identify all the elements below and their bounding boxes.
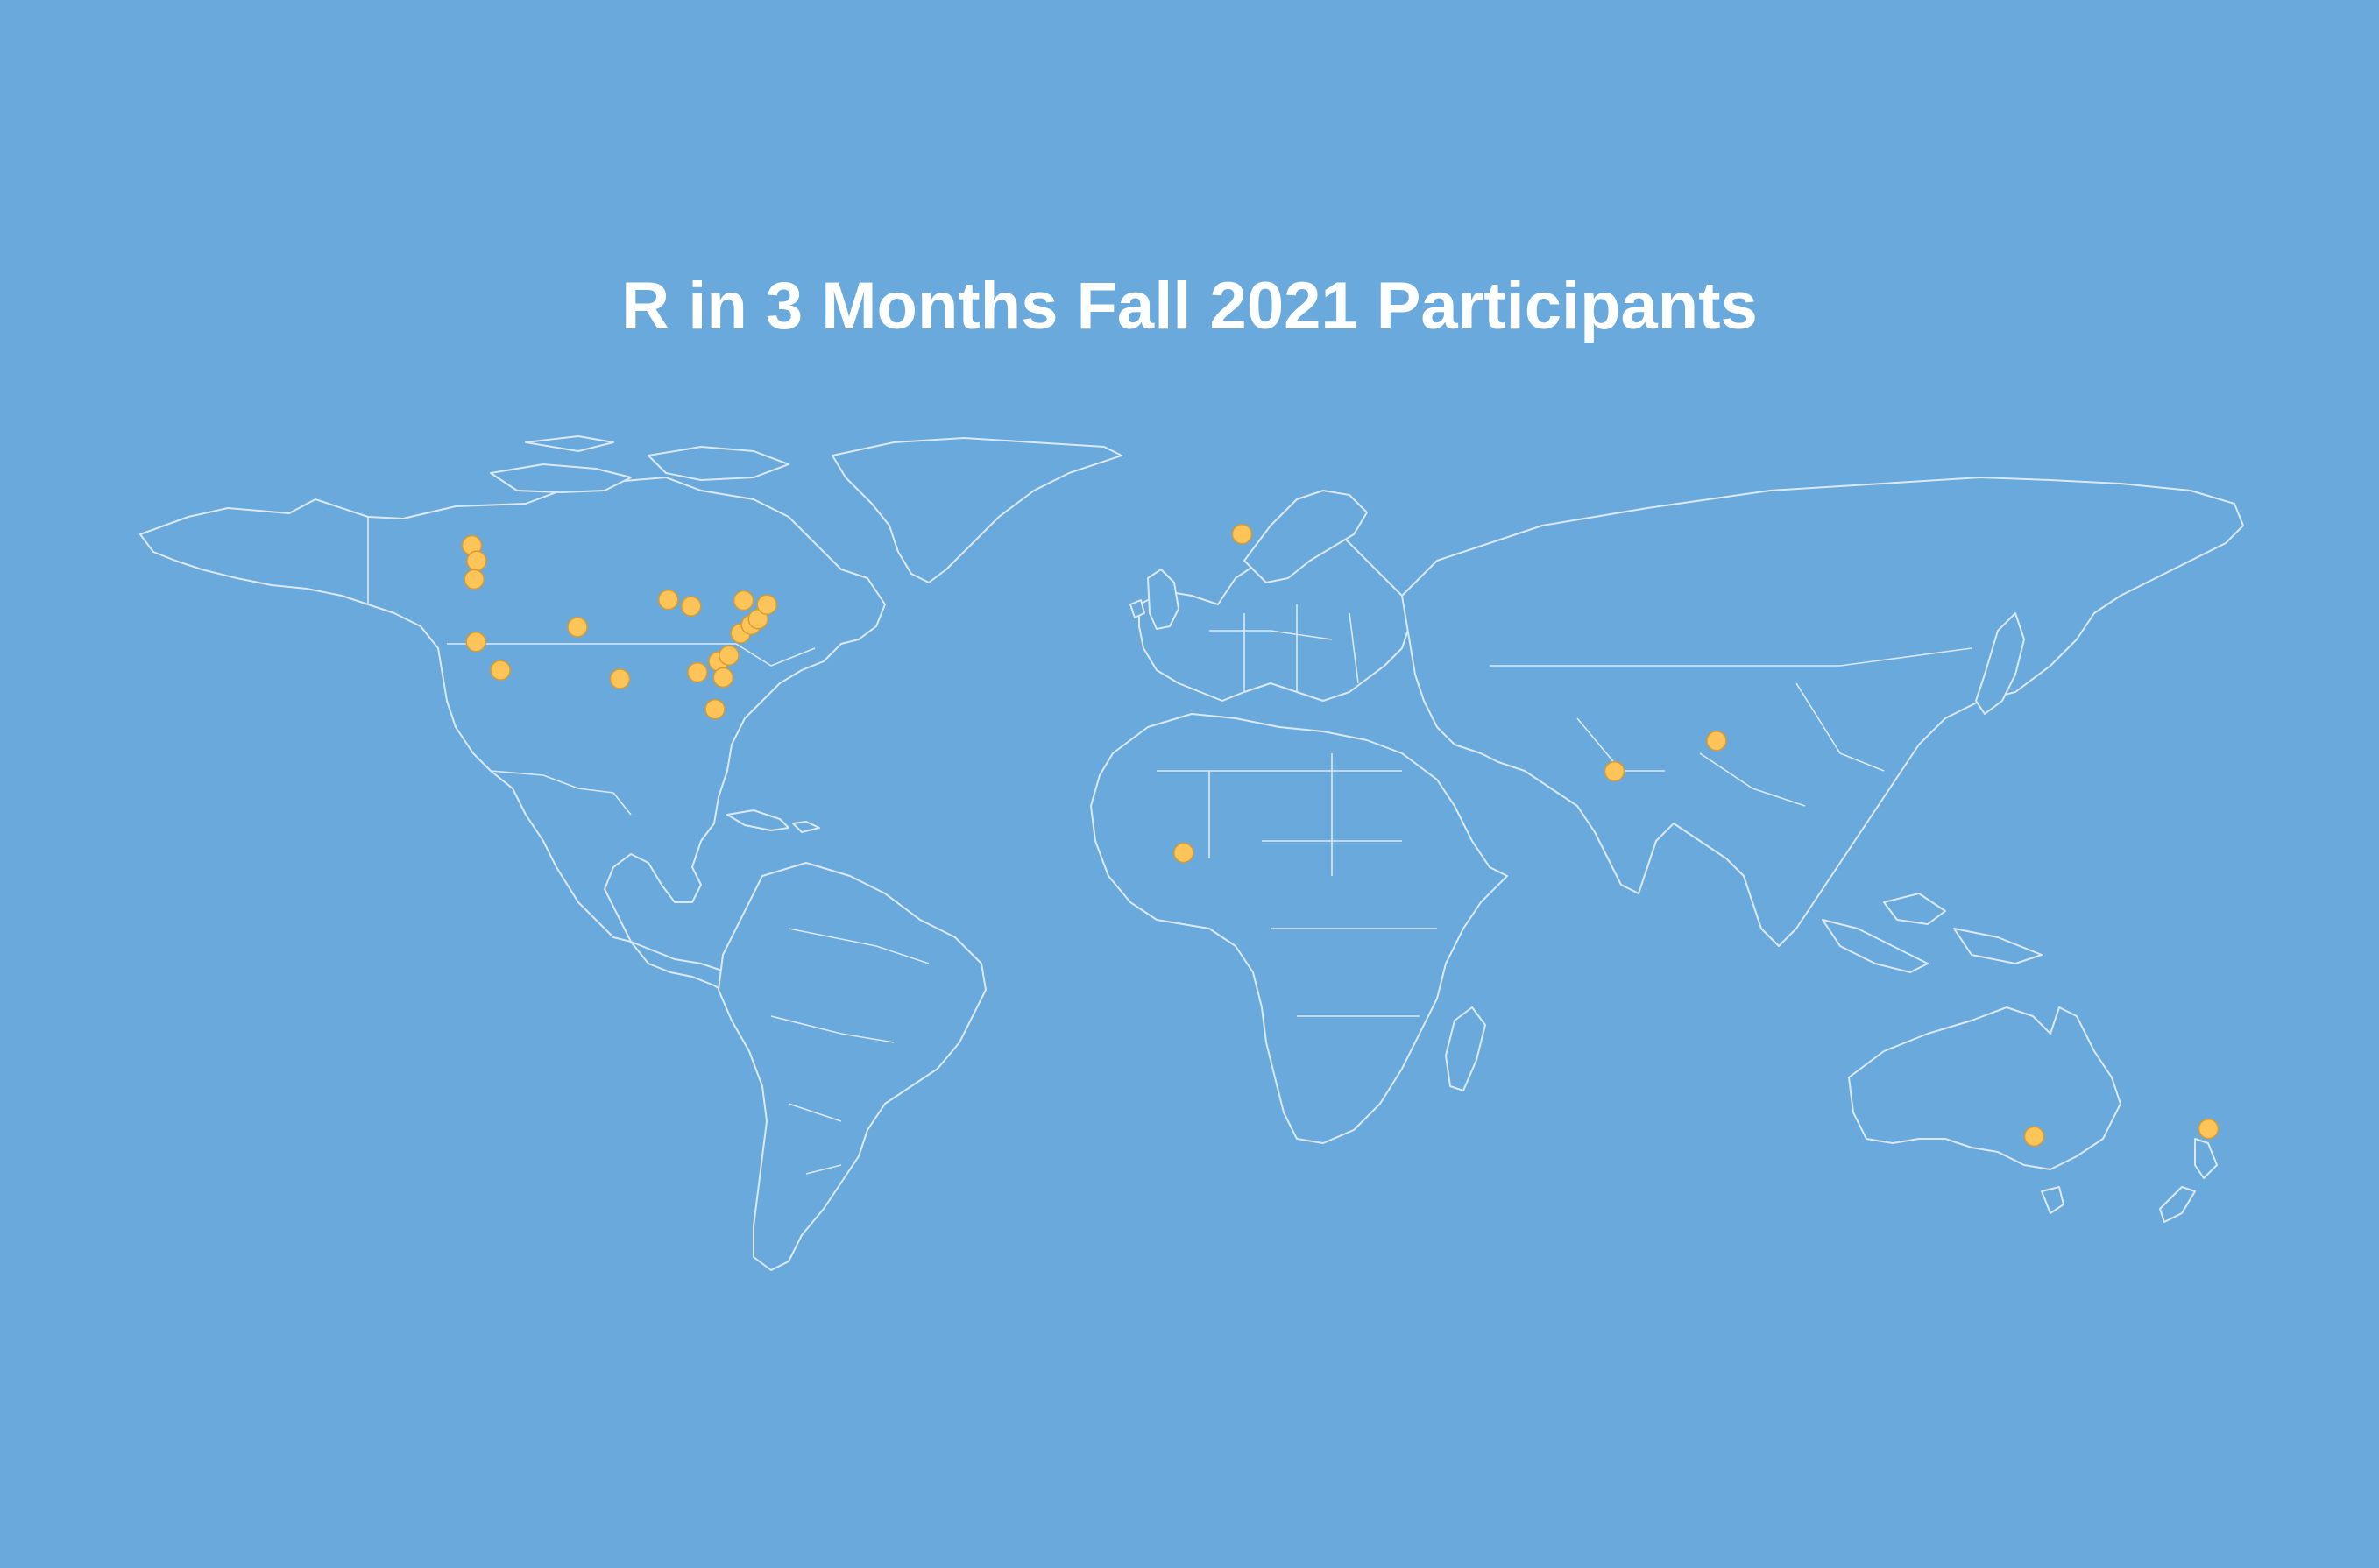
scandinavia-outline [1243, 490, 1368, 583]
new-zealand-outline [2159, 1138, 2218, 1223]
southeast-asia-islands-outline [1822, 893, 2043, 973]
participant-marker[interactable]: New England [756, 594, 777, 615]
south-america-borders [770, 928, 930, 1175]
participant-marker[interactable]: Southern California [490, 660, 511, 681]
participant-marker[interactable]: San Francisco Bay [465, 631, 486, 653]
participant-marker[interactable]: Virginia [719, 645, 740, 666]
participant-marker[interactable]: Michigan [680, 596, 702, 617]
participant-marker[interactable]: Germany [1231, 524, 1253, 545]
participant-markers: Vancouver areaSeattle areaPacific Northw… [461, 524, 2220, 1148]
participant-marker[interactable]: Florida [704, 698, 726, 720]
participant-marker[interactable]: Georgia [687, 661, 708, 683]
participant-marker[interactable]: New Zealand [2198, 1118, 2220, 1140]
participant-marker[interactable]: South Carolina [712, 667, 734, 689]
arctic-islands-outline [490, 435, 789, 493]
participant-marker[interactable]: Texas [609, 668, 631, 689]
us-canada-border [447, 643, 816, 667]
madagascar-outline [1445, 1006, 1486, 1091]
australia-outline [1848, 1006, 2121, 1170]
country-borders [367, 517, 1972, 1175]
japan-outline [1975, 612, 2025, 715]
tasmania-outline [2041, 1186, 2064, 1214]
british-isles-outline [1129, 569, 1179, 630]
south-america-outline [718, 862, 987, 1271]
participant-marker[interactable]: Wisconsin [657, 589, 679, 611]
participant-marker[interactable]: Australia (Melbourne) [2023, 1126, 2045, 1148]
africa-borders [1157, 753, 1437, 1017]
landmasses [139, 435, 2244, 1271]
europe-borders [1209, 604, 1359, 692]
us-mexico-border [490, 770, 632, 816]
participant-marker[interactable]: Seattle area [466, 550, 487, 572]
participant-marker[interactable]: Upstate New York [733, 590, 754, 611]
asia-outline [1401, 477, 2244, 947]
greenland-outline [832, 437, 1122, 583]
participant-marker[interactable]: Colorado [567, 617, 588, 638]
participant-marker[interactable]: India (Mumbai) [1604, 760, 1625, 782]
caribbean-outline [726, 809, 820, 833]
north-america-outline [139, 477, 886, 943]
participant-marker[interactable]: Bangladesh [1706, 730, 1727, 752]
page-title: R in 3 Months Fall 2021 Participants [621, 269, 1758, 343]
participant-marker[interactable]: Ghana [1173, 842, 1194, 864]
participant-marker[interactable]: Pacific Northwest [464, 569, 485, 590]
